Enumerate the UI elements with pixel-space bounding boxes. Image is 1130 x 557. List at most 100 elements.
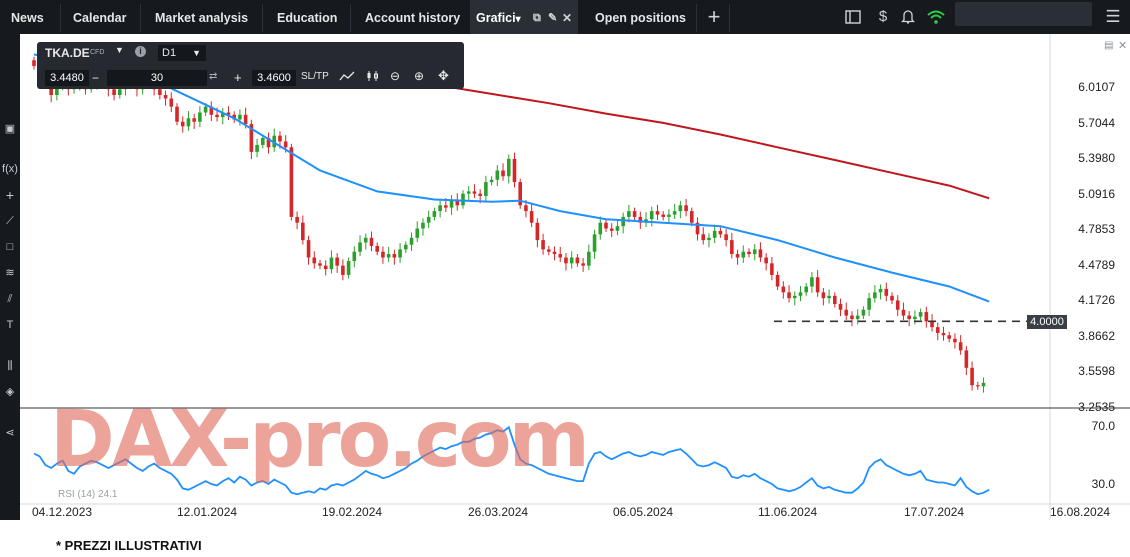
candle-body	[506, 158, 511, 177]
channel-tool-icon[interactable]: ⫽	[7, 293, 13, 305]
maximize-icon[interactable]: ▤	[1104, 40, 1114, 51]
ask-price[interactable]: 3.4600	[252, 70, 296, 86]
candle-body	[444, 205, 448, 208]
candle-body	[815, 277, 820, 293]
candle-body	[730, 240, 734, 255]
line-tool-icon[interactable]: ⟋	[6, 215, 14, 227]
candle-body	[363, 237, 368, 243]
share-icon[interactable]: ⋖	[5, 427, 15, 439]
menu-icon[interactable]: ☰	[1105, 7, 1121, 26]
candle-body	[55, 86, 59, 96]
symbol-label[interactable]: TKA.DE	[45, 46, 90, 60]
candle-body	[478, 193, 482, 197]
candle-body	[415, 228, 420, 238]
timeframe-select[interactable]: D1 ▼	[158, 45, 206, 61]
candle-body	[301, 222, 305, 241]
candle-type-icon[interactable]	[366, 70, 380, 85]
candle-body	[404, 244, 408, 250]
account-box[interactable]	[955, 2, 1092, 26]
window-toggle-icon[interactable]: ▣	[4, 123, 16, 135]
candle-body	[369, 237, 374, 246]
quantity-minus-button[interactable]: −	[92, 71, 100, 85]
candle-body	[621, 216, 625, 227]
swap-icon[interactable]: ⇄	[209, 71, 218, 82]
fibonacci-tool-icon[interactable]: ≋	[5, 267, 15, 279]
price-tick-label: 6.0107	[1078, 80, 1115, 94]
candle-body	[947, 335, 951, 339]
nav-separator	[60, 4, 61, 32]
time-tick-label: 04.12.2023	[32, 505, 93, 519]
quantity-input[interactable]: 30	[107, 70, 207, 86]
edit-icon[interactable]: ✎	[548, 12, 558, 24]
candle-body	[386, 254, 391, 258]
candle-body	[804, 286, 808, 293]
candle-body	[180, 121, 185, 127]
candle-body	[266, 137, 271, 148]
price-tick-label: 5.0916	[1078, 186, 1115, 201]
tab-news[interactable]: News	[11, 11, 44, 25]
move-icon[interactable]: ✥	[438, 68, 449, 83]
close-chart-icon[interactable]: ✕	[1118, 40, 1128, 52]
text-tool-icon[interactable]: T	[6, 319, 14, 331]
candle-body	[512, 158, 517, 183]
candle-body	[655, 211, 660, 215]
close-icon[interactable]: ✕	[562, 11, 573, 25]
candle-body	[569, 257, 574, 264]
price-tick-label: 4.4789	[1078, 257, 1115, 272]
candle-body	[615, 226, 620, 231]
layers-icon[interactable]: ◈	[5, 386, 15, 398]
info-icon[interactable]: i	[135, 46, 146, 57]
candle-body	[850, 315, 854, 320]
price-tick-label: 4.1726	[1078, 293, 1115, 308]
line-chart-icon[interactable]	[339, 70, 355, 85]
candle-body	[724, 234, 728, 241]
tab-open-positions[interactable]: Open positions	[595, 11, 686, 25]
candle-body	[758, 249, 763, 258]
candle-body	[678, 205, 683, 212]
candle-body	[672, 211, 677, 215]
candle-body	[873, 292, 877, 299]
window-icon[interactable]	[843, 0, 863, 34]
zoom-out-icon[interactable]: ⊖	[390, 69, 401, 83]
tab-market-analysis[interactable]: Market analysis	[155, 11, 249, 25]
crosshair-icon[interactable]: +	[5, 187, 15, 203]
candle-body	[489, 179, 494, 183]
candle-body	[466, 191, 471, 194]
function-icon[interactable]: f(x)	[2, 163, 18, 175]
zoom-in-icon[interactable]: ⊕	[414, 69, 425, 83]
candle-body	[318, 263, 322, 266]
tab-account-history[interactable]: Account history	[365, 11, 461, 25]
candles-tool-icon[interactable]: ⫼	[7, 360, 13, 372]
symbol-chevron-down-icon[interactable]: ▼	[115, 45, 124, 55]
candle-body	[695, 222, 700, 235]
candle-body	[770, 263, 774, 275]
tab-calendar[interactable]: Calendar	[73, 11, 127, 25]
time-tick-label: 17.07.2024	[904, 505, 965, 519]
tab-grafici[interactable]: Grafici▾ ⧉ ✎ ✕	[470, 0, 578, 34]
candle-body	[867, 298, 871, 310]
bell-icon[interactable]	[898, 0, 918, 34]
chart-area[interactable]: 6.0107 5.7044 5.3980 5.0916 4.7853 4.4789 4.17…	[20, 34, 1130, 520]
candle-body	[215, 114, 219, 118]
price-tick-label: 5.7044	[1078, 115, 1115, 130]
candle-body	[392, 254, 397, 258]
currency-icon[interactable]: $	[878, 8, 888, 25]
candle-body	[249, 124, 254, 152]
nav-separator	[140, 4, 141, 32]
moving-averages	[33, 53, 990, 303]
price-tick-label: 3.5598	[1078, 364, 1115, 379]
price-chart[interactable]	[20, 34, 1130, 520]
rectangle-tool-icon[interactable]: □	[6, 241, 14, 253]
tab-education[interactable]: Education	[277, 11, 338, 25]
bid-price[interactable]: 3.4480	[45, 70, 89, 86]
popout-icon[interactable]: ⧉	[533, 12, 541, 24]
quantity-plus-button[interactable]: +	[234, 70, 242, 85]
candle-body	[764, 257, 768, 264]
sl-tp-button[interactable]: SL/TP	[301, 71, 329, 82]
candle-body	[552, 251, 557, 255]
plus-icon[interactable]: +	[707, 4, 721, 29]
candle-body	[958, 342, 963, 351]
candle-body	[752, 249, 757, 255]
candle-body	[787, 292, 791, 299]
time-tick-label: 06.05.2024	[613, 505, 674, 519]
